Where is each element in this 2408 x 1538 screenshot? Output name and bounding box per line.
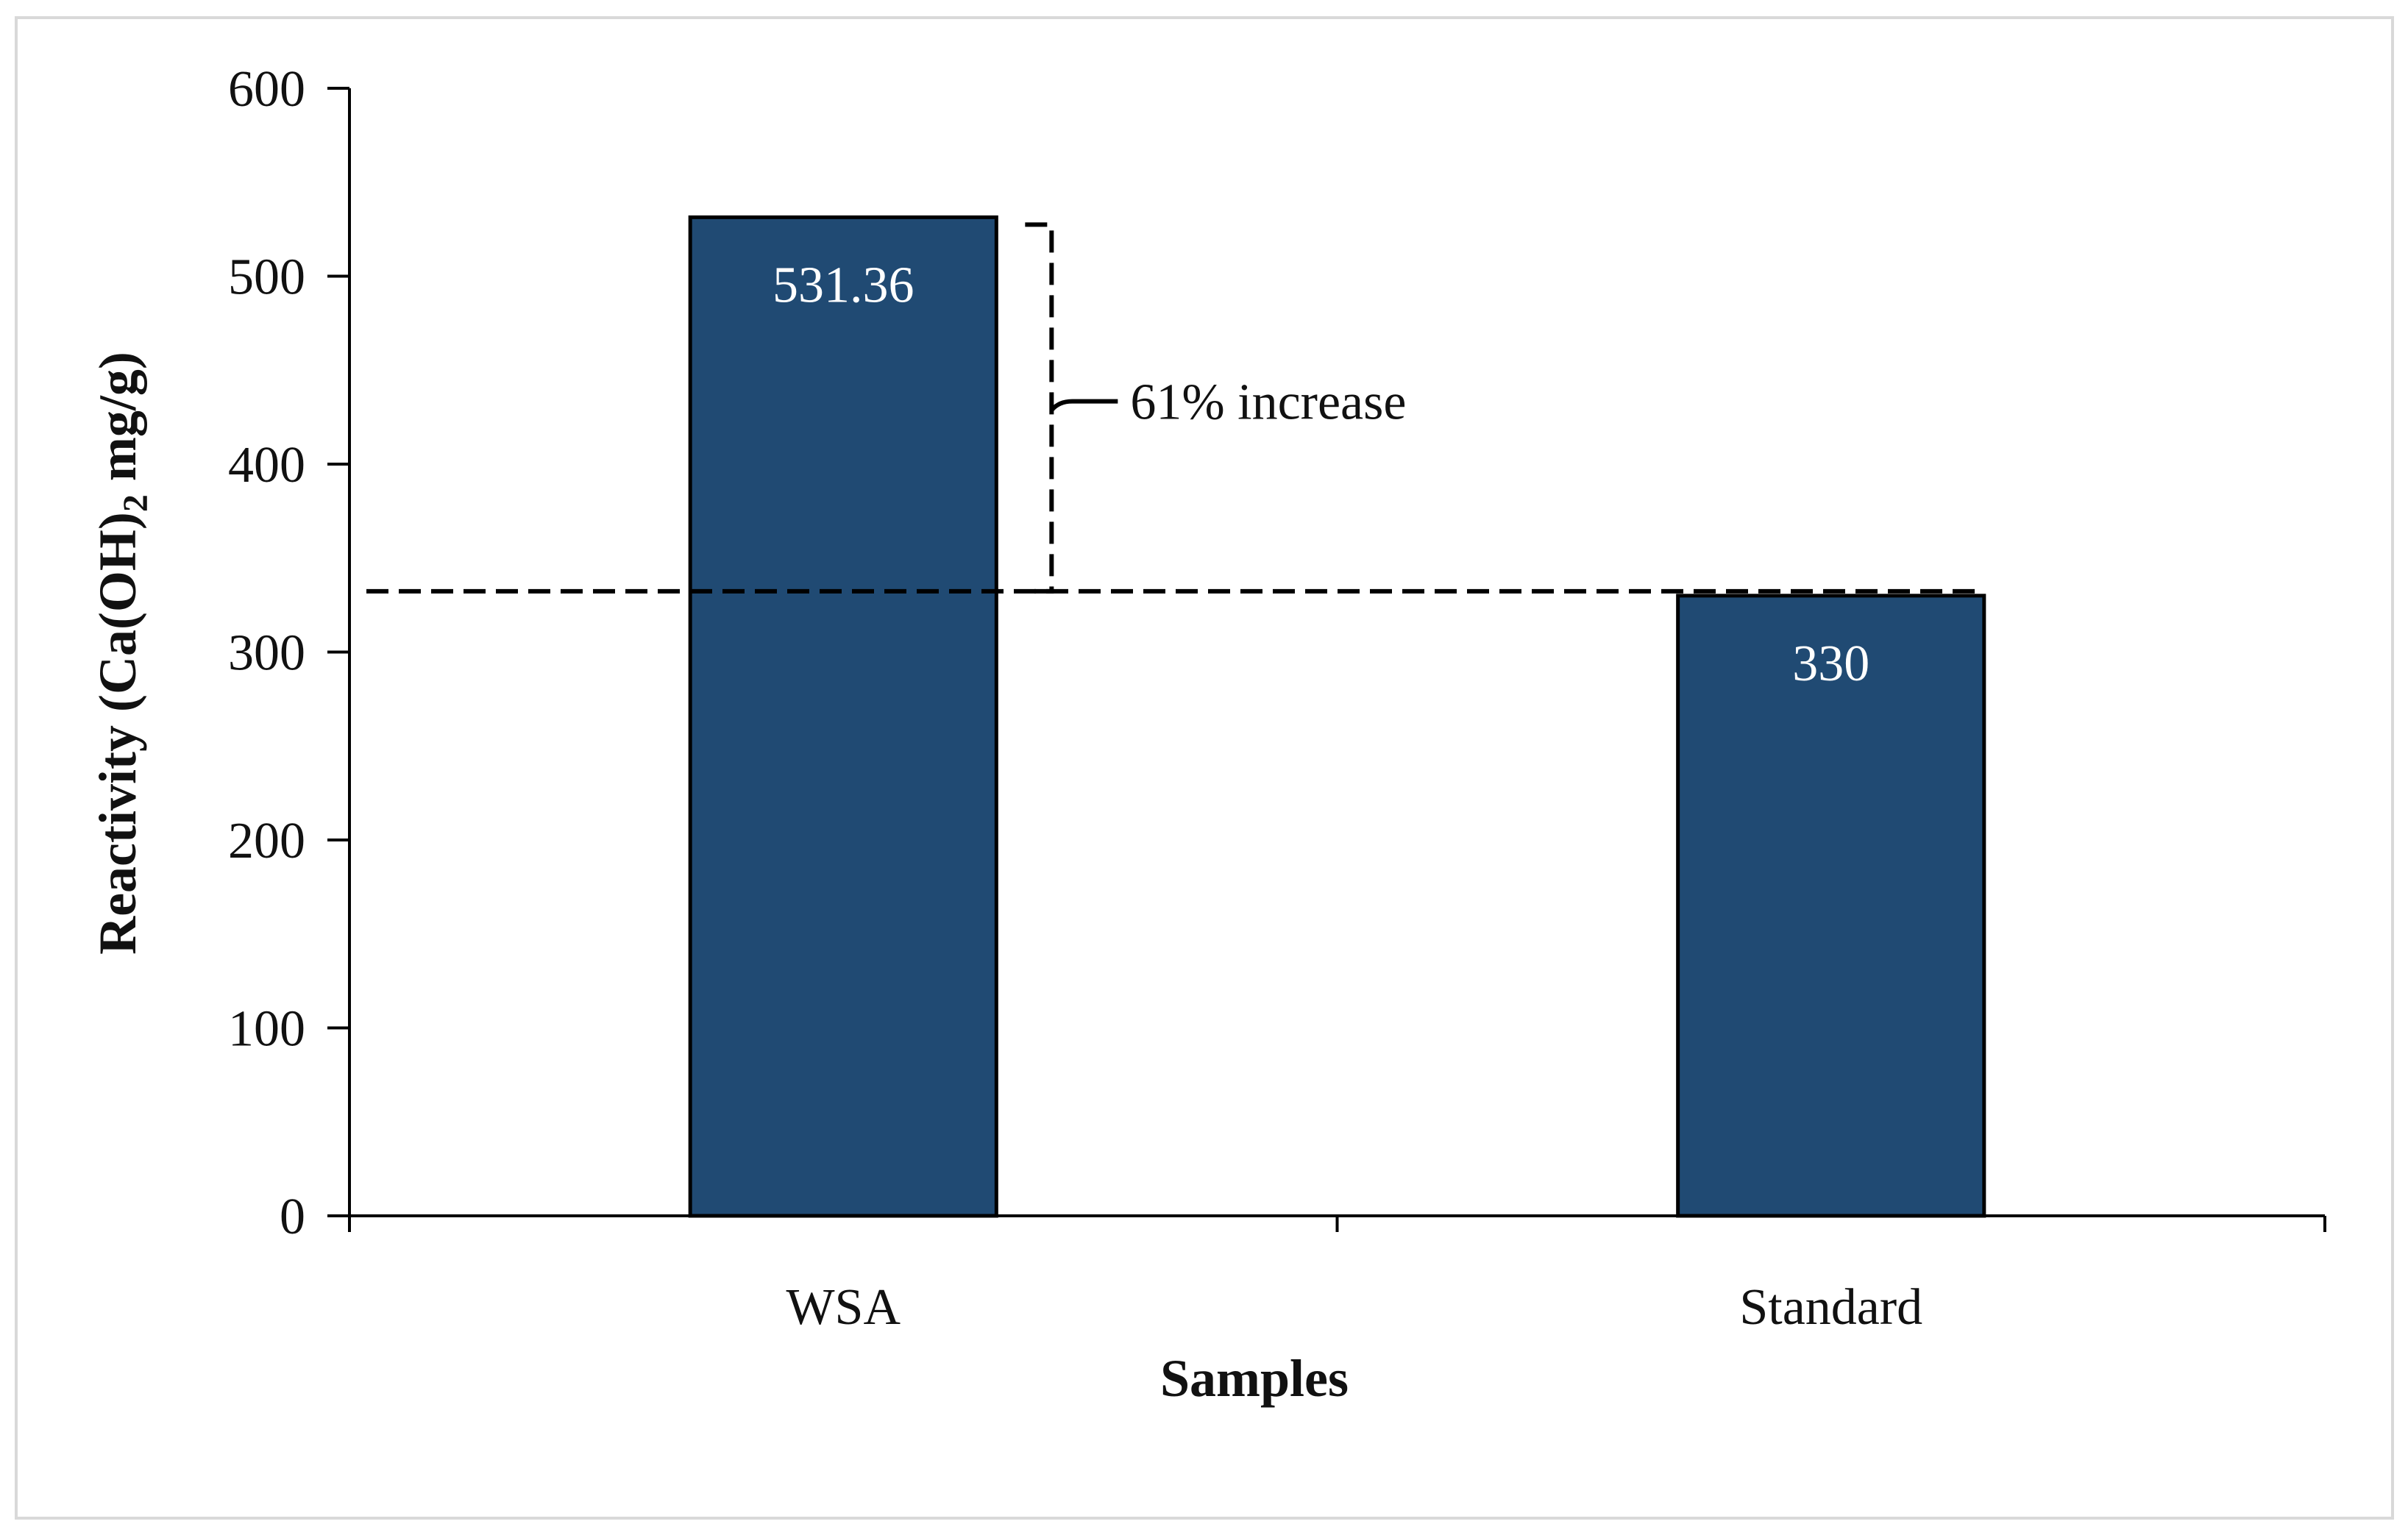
- x-tick-label: Standard: [1739, 1279, 1922, 1336]
- y-tick-label: 600: [228, 61, 305, 118]
- annotation-label: 61% increase: [1130, 374, 1406, 431]
- y-axis-title: Reactivity (Ca(OH)2 mg/g): [88, 352, 155, 955]
- x-tick-label: WSA: [786, 1279, 901, 1336]
- bar-standard: [1676, 594, 1986, 1218]
- data-label: 531.36: [773, 257, 914, 313]
- x-axis: WSA Standard: [348, 1214, 2326, 1336]
- y-tick-label: 0: [280, 1189, 305, 1245]
- y-axis: 0 100 200 300 400 500 600: [228, 61, 351, 1245]
- y-tick-label: 400: [228, 437, 305, 494]
- y-axis-title-prefix: Reactivity (Ca(OH): [88, 512, 147, 955]
- y-tick-label: 500: [228, 249, 305, 306]
- y-axis-title-suffix: mg/g): [88, 352, 147, 494]
- x-axis-title: Samples: [1160, 1349, 1349, 1408]
- chart-border: [15, 16, 2394, 1520]
- y-tick-label: 200: [228, 813, 305, 869]
- y-tick-label: 100: [228, 1001, 305, 1058]
- y-tick-label: 300: [228, 625, 305, 682]
- y-axis-title-subscript: 2: [116, 494, 155, 512]
- bar-wsa: [688, 215, 998, 1218]
- data-label: 330: [1792, 636, 1869, 692]
- annotation-group: 61% increase: [1025, 222, 1406, 594]
- bars: 531.36 330: [688, 215, 1986, 1218]
- bracket-pointer: [1050, 399, 1118, 412]
